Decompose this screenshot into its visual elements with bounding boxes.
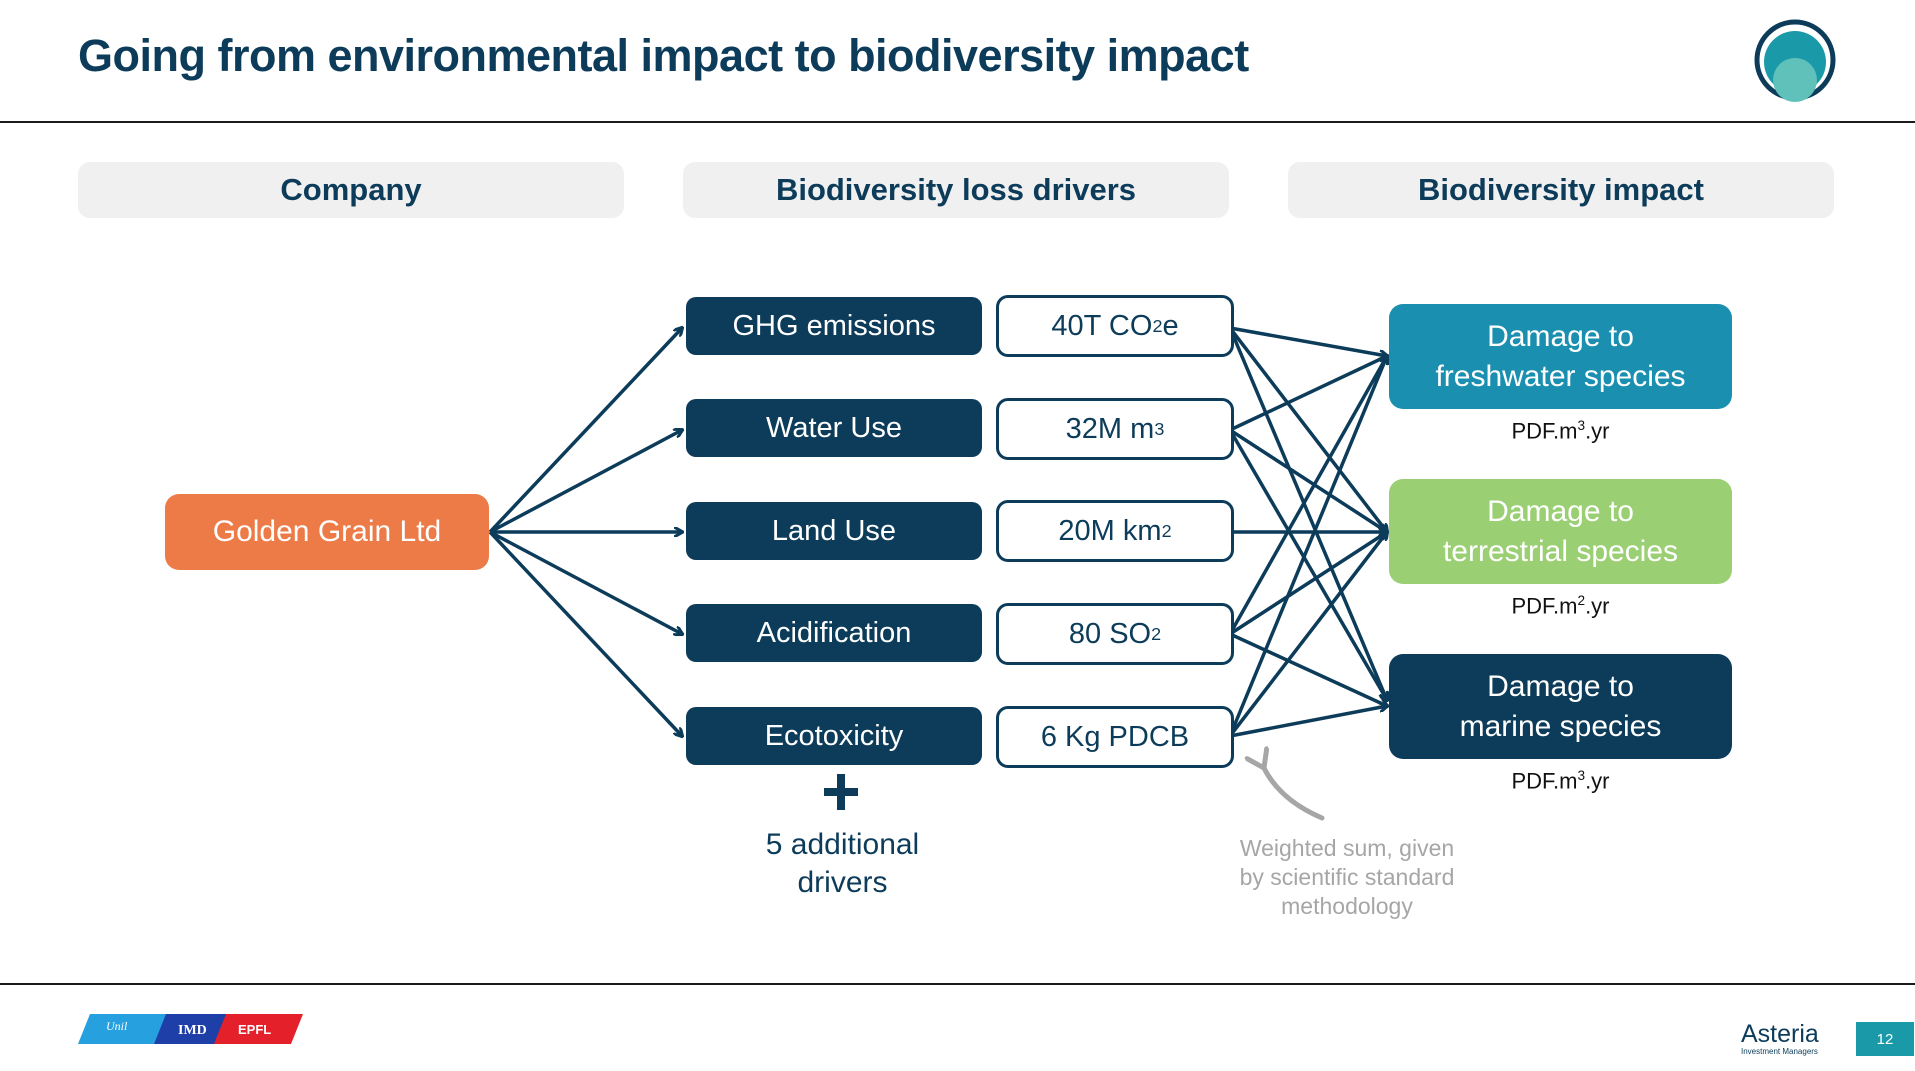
arrow-ecotox-terr bbox=[1228, 532, 1387, 738]
arrow-water-marine bbox=[1228, 429, 1387, 700]
arrow-water-fresh bbox=[1229, 356, 1387, 432]
arrow-ecotox-fresh bbox=[1228, 356, 1387, 737]
arrow-water-terr bbox=[1229, 428, 1387, 532]
driver-ecotoxicity: Ecotoxicity bbox=[686, 707, 982, 765]
value-ghg: 40T CO 2 e bbox=[996, 295, 1234, 357]
header-company: Company bbox=[78, 162, 624, 218]
value-land: 20M km 2 bbox=[996, 500, 1234, 562]
arrow-ghg-marine bbox=[1228, 327, 1387, 700]
page-number: 12 bbox=[1856, 1022, 1914, 1056]
driver-water-use: Water Use bbox=[686, 399, 982, 457]
arrow-company-acid bbox=[489, 530, 682, 634]
unit-terrestrial: PDF.m2.yr bbox=[1511, 593, 1610, 619]
arrow-ecotox-marine bbox=[1229, 706, 1387, 738]
impact-freshwater: Damage to freshwater species bbox=[1389, 304, 1732, 409]
asteria-brand-sub: Investment Managers bbox=[1741, 1047, 1818, 1056]
driver-land-use: Land Use bbox=[686, 502, 982, 560]
arrow-company-ecotox bbox=[488, 530, 682, 736]
impact-terrestrial: Damage to terrestrial species bbox=[1389, 479, 1732, 584]
page-title: Going from environmental impact to biodi… bbox=[78, 30, 1249, 81]
asteria-brand: Asteria bbox=[1741, 1020, 1819, 1048]
plus-icon bbox=[824, 774, 858, 810]
arrow-ghg-fresh bbox=[1229, 326, 1387, 356]
top-divider bbox=[0, 121, 1915, 123]
driver-acidification: Acidification bbox=[686, 604, 982, 662]
driver-ghg-emissions: GHG emissions bbox=[686, 297, 982, 355]
arrow-company-ghg bbox=[488, 328, 682, 534]
bottom-divider bbox=[0, 983, 1915, 985]
unit-freshwater: PDF.m3.yr bbox=[1511, 418, 1610, 444]
header-impact: Biodiversity impact bbox=[1288, 162, 1834, 218]
company-box: Golden Grain Ltd bbox=[165, 494, 489, 570]
value-acidification: 80 SO 2 bbox=[996, 603, 1234, 665]
arrow-company-water bbox=[489, 430, 682, 534]
annotation-arrow bbox=[1264, 768, 1325, 821]
additional-drivers: 5 additional drivers bbox=[765, 828, 920, 899]
partner-logo-imd: IMD bbox=[178, 1023, 207, 1038]
arrow-acid-terr bbox=[1229, 532, 1387, 636]
value-ecotoxicity: 6 Kg PDCB bbox=[996, 706, 1234, 768]
asteria-logo-icon bbox=[1754, 19, 1836, 102]
partner-logos: Unil IMD EPFL bbox=[78, 1014, 303, 1044]
partner-logo-unil: Unil bbox=[106, 1019, 128, 1033]
impact-marine: Damage to marine species bbox=[1389, 654, 1732, 759]
unit-marine: PDF.m3.yr bbox=[1511, 768, 1610, 794]
header-drivers: Biodiversity loss drivers bbox=[683, 162, 1229, 218]
arrow-ghg-terr bbox=[1228, 326, 1387, 532]
arrow-acid-marine bbox=[1229, 632, 1387, 706]
arrow-acid-fresh bbox=[1228, 356, 1387, 635]
weighted-sum-note: Weighted sum, given by scientific standa… bbox=[1239, 835, 1455, 919]
partner-logo-epfl: EPFL bbox=[238, 1022, 271, 1037]
